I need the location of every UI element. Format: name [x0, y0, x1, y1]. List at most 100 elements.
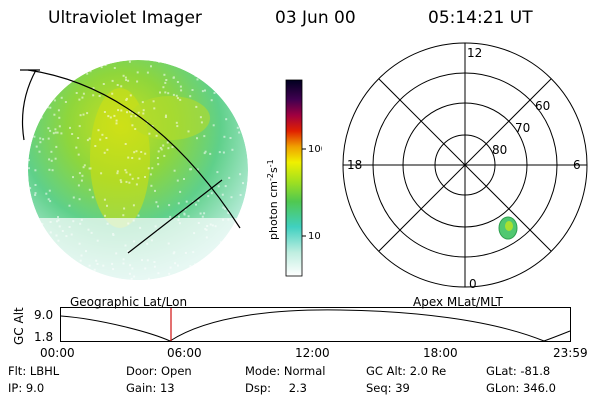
- image-speckle: [31, 233, 34, 235]
- image-speckle: [37, 233, 40, 236]
- image-speckle: [240, 61, 243, 64]
- image-speckle: [148, 132, 151, 135]
- image-speckle: [199, 116, 202, 119]
- image-speckle: [45, 192, 48, 195]
- status-glat: GLat: -81.8: [486, 364, 551, 378]
- image-speckle: [57, 219, 60, 222]
- image-speckle: [210, 276, 213, 279]
- image-speckle: [81, 174, 84, 177]
- mlt-label-12: 12: [467, 46, 482, 60]
- image-speckle: [242, 182, 244, 185]
- image-speckle: [75, 92, 78, 94]
- image-speckle: [176, 264, 179, 267]
- image-speckle: [163, 73, 166, 76]
- image-speckle: [69, 126, 71, 129]
- image-speckle: [199, 212, 202, 215]
- image-speckle: [241, 78, 244, 81]
- image-speckle: [41, 223, 44, 226]
- image-speckle: [68, 204, 71, 207]
- image-speckle: [243, 276, 245, 279]
- time-tick-0000: 00:00: [40, 346, 75, 360]
- image-speckle: [223, 135, 226, 138]
- image-speckle: [131, 177, 134, 180]
- image-speckle: [75, 146, 78, 149]
- image-speckle: [34, 169, 37, 172]
- image-speckle: [172, 252, 175, 255]
- image-speckle: [203, 135, 206, 138]
- image-speckle: [133, 275, 136, 278]
- image-speckle: [176, 179, 179, 182]
- image-speckle: [78, 98, 81, 101]
- image-speckle: [150, 65, 152, 68]
- image-speckle: [124, 76, 127, 79]
- image-speckle: [125, 171, 128, 174]
- image-speckle: [167, 92, 170, 95]
- image-speckle: [54, 157, 57, 160]
- image-speckle: [49, 231, 52, 234]
- image-speckle: [164, 91, 167, 94]
- image-speckle: [166, 141, 169, 144]
- image-speckle: [112, 233, 115, 235]
- image-speckle: [70, 233, 73, 236]
- image-speckle: [50, 150, 53, 153]
- image-speckle: [57, 216, 59, 218]
- image-speckle: [204, 89, 206, 92]
- image-speckle: [123, 207, 126, 210]
- image-speckle: [122, 214, 125, 217]
- image-speckle: [104, 214, 106, 217]
- image-speckle: [57, 239, 60, 242]
- image-speckle: [165, 114, 167, 117]
- image-speckle: [215, 66, 218, 69]
- image-speckle: [209, 75, 212, 78]
- instrument-title: Ultraviolet Imager: [48, 8, 202, 28]
- image-speckle: [45, 253, 47, 256]
- status-door: Door: Open: [126, 364, 192, 378]
- orbit-altitude-plot: [60, 307, 571, 342]
- image-speckle: [65, 68, 68, 71]
- image-speckle: [174, 262, 177, 265]
- image-speckle: [227, 212, 230, 214]
- image-speckle: [213, 80, 215, 83]
- image-speckle: [134, 115, 137, 118]
- image-speckle: [180, 89, 183, 92]
- mlt-label-0: 0: [469, 277, 477, 291]
- image-speckle: [178, 215, 180, 218]
- image-speckle: [207, 195, 210, 198]
- image-speckle: [34, 192, 37, 195]
- image-speckle: [45, 263, 48, 266]
- image-speckle: [178, 222, 181, 225]
- image-speckle: [146, 242, 149, 245]
- auroral-image-panel: [20, 60, 248, 280]
- image-speckle: [238, 101, 241, 104]
- image-speckle: [177, 202, 180, 205]
- image-speckle: [90, 231, 93, 234]
- image-speckle: [85, 250, 87, 253]
- image-speckle: [58, 116, 61, 119]
- image-speckle: [210, 192, 213, 195]
- image-speckle: [150, 239, 153, 242]
- image-speckle: [71, 133, 74, 135]
- image-speckle: [130, 277, 133, 280]
- image-speckle: [48, 189, 51, 192]
- image-speckle: [129, 110, 131, 113]
- image-speckle: [155, 134, 158, 137]
- image-speckle: [92, 279, 95, 280]
- image-speckle: [115, 122, 118, 125]
- image-speckle: [31, 65, 34, 68]
- image-speckle: [229, 85, 232, 88]
- image-speckle: [159, 147, 162, 149]
- image-speckle: [94, 145, 97, 147]
- colorbar-unit-label: photon cm-2s-1: [266, 159, 280, 240]
- image-speckle: [142, 112, 145, 115]
- image-speckle: [155, 201, 158, 204]
- colorbar: [285, 79, 303, 277]
- image-speckle: [205, 236, 208, 239]
- image-speckle: [58, 225, 61, 228]
- mlat-label-70: 70: [515, 121, 530, 135]
- image-speckle: [189, 95, 192, 98]
- image-speckle: [224, 207, 226, 210]
- image-speckle: [78, 172, 81, 175]
- image-speckle: [127, 250, 129, 253]
- image-speckle: [175, 60, 178, 63]
- image-speckle: [167, 147, 170, 150]
